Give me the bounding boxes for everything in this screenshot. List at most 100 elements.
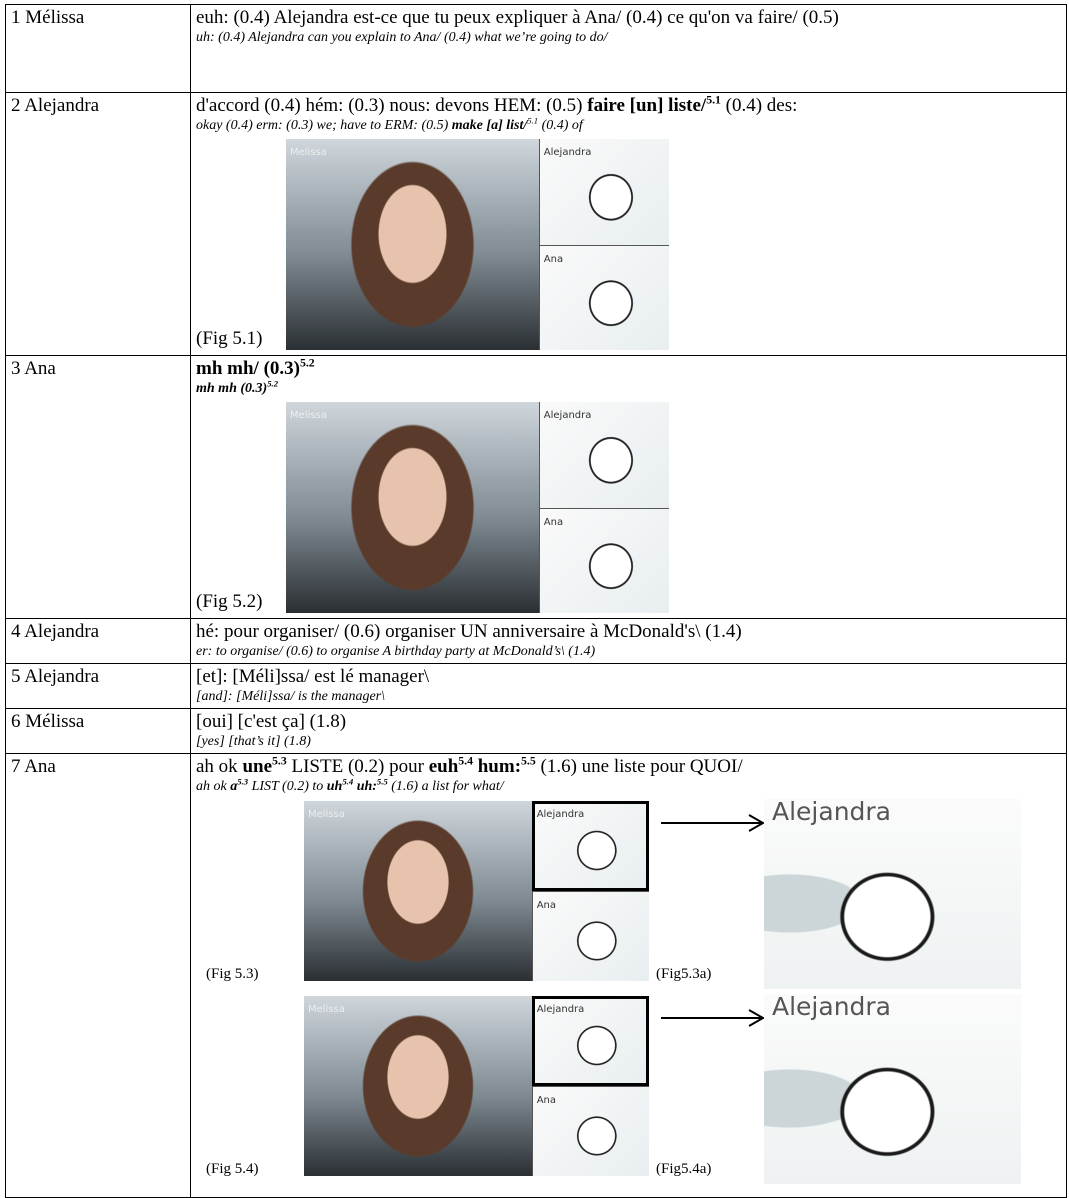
- utterance: ah ok une5.3 LISTE (0.2) pour euh5.4 hum…: [190, 753, 1067, 1198]
- screenshot: Melissa Alejandra Ana: [286, 402, 669, 613]
- pane-label: Melissa: [290, 147, 327, 158]
- utterance: [et]: [Méli]ssa/ est lé manager\ [and]: […: [190, 663, 1067, 709]
- text-segment: make [a] list/: [451, 118, 528, 133]
- text-segment: (1.6) a list for what/: [387, 779, 504, 794]
- screenshot: Melissa Alejandra Ana: [286, 139, 669, 350]
- translation-line: er: to organise/ (0.6) to organise A bir…: [196, 643, 1061, 661]
- text-segment: a: [230, 779, 238, 794]
- text-segment: (1.6) une liste pour QUOI/: [535, 756, 743, 777]
- original-line: euh: (0.4) Alejandra est-ce que tu peux …: [196, 7, 1061, 29]
- translation-line: [yes] [that’s it] (1.8): [196, 733, 1061, 751]
- zoomed-screenshot: Alejandra: [764, 994, 1021, 1184]
- screenshot: Melissa Alejandra Ana: [304, 801, 649, 981]
- text-segment: LISTE (0.2) pour: [286, 756, 429, 777]
- figure: (Fig 5.1) Melissa Alejandra Ana: [196, 135, 1061, 350]
- figure-caption: (Fig 5.1): [196, 328, 263, 349]
- pane-label: Melissa: [290, 410, 327, 421]
- text-segment: hum:: [472, 756, 522, 777]
- text-segment: uh: (0.4) Alejandra can you explain to A…: [196, 30, 608, 45]
- video-pane: Ana: [531, 1086, 649, 1176]
- text-segment: er: to organise/ (0.6) to organise A bir…: [196, 644, 596, 659]
- figure: (Fig 5.4) Melissa Alejandra Ana (Fig5.4a) Ale…: [196, 994, 1061, 1186]
- utterance: [oui] [c'est ça] (1.8) [yes] [that’s it] …: [190, 708, 1067, 754]
- superscript: 5.2: [299, 356, 315, 370]
- transcript-row: 2 Alejandra d'accord (0.4) hém: (0.3) nou…: [5, 92, 1067, 356]
- table-body: 1 Mélissa euh: (0.4) Alejandra est-ce que…: [5, 4, 1067, 1198]
- pane-label: Melissa: [308, 1004, 345, 1015]
- video-pane: Melissa: [286, 402, 539, 613]
- pane-label: Alejandra: [543, 147, 592, 158]
- transcript-row: 1 Mélissa euh: (0.4) Alejandra est-ce que…: [5, 4, 1067, 93]
- text-segment: euh: (0.4) Alejandra est-ce que tu peux …: [196, 7, 839, 28]
- utterance: mh mh/ (0.3)5.2 mh mh (0.3)5.2 (Fig 5.2) Me…: [190, 355, 1067, 619]
- figure-caption: (Fig5.3a): [656, 966, 712, 982]
- highlight-box: [531, 996, 649, 1086]
- arrow: [661, 1009, 766, 1027]
- video-pane: Ana: [538, 507, 669, 613]
- figure: (Fig 5.2) Melissa Alejandra Ana: [196, 398, 1061, 613]
- video-pane: Alejandra: [538, 402, 669, 508]
- transcript-row: 4 Alejandra hé: pour organiser/ (0.6) org…: [5, 618, 1067, 664]
- superscript: 5.5: [376, 776, 388, 787]
- utterance: hé: pour organiser/ (0.6) organiser UN a…: [190, 618, 1067, 664]
- video-pane: Ana: [538, 244, 669, 350]
- figure-caption: (Fig 5.4): [206, 1161, 259, 1177]
- text-segment: (0.4) of: [538, 118, 583, 133]
- transcript-row: 7 Ana ah ok une5.3 LISTE (0.2) pour euh5.…: [5, 753, 1067, 1198]
- superscript: 5.1: [527, 115, 539, 126]
- figure-caption: (Fig5.4a): [656, 1161, 712, 1177]
- zoom-label: Alejandra: [772, 799, 892, 826]
- speaker: 6 Mélissa: [5, 708, 191, 754]
- pane-label: Ana: [536, 900, 556, 911]
- arrow: [661, 814, 766, 832]
- translation-line: uh: (0.4) Alejandra can you explain to A…: [196, 29, 1061, 47]
- text-segment: LIST (0.2) to: [248, 779, 327, 794]
- text-segment: okay (0.4) erm: (0.3) we; have to ERM: (…: [196, 118, 452, 133]
- screenshot: Melissa Alejandra Ana: [304, 996, 649, 1176]
- text-segment: mh mh (0.3): [196, 381, 268, 396]
- superscript: 5.3: [272, 754, 287, 768]
- translation-line: okay (0.4) erm: (0.3) we; have to ERM: (…: [196, 115, 1061, 135]
- superscript: 5.2: [267, 378, 279, 389]
- pane-label: Ana: [536, 1095, 556, 1106]
- video-pane: Melissa: [304, 996, 532, 1176]
- superscript: 5.5: [521, 754, 536, 768]
- pane-label: Ana: [543, 516, 564, 528]
- transcript-row: 6 Mélissa [oui] [c'est ça] (1.8) [yes] [th…: [5, 708, 1067, 754]
- superscript: 5.1: [706, 93, 721, 107]
- superscript: 5.4: [458, 754, 473, 768]
- pane-label: Alejandra: [536, 1004, 585, 1015]
- original-line: [oui] [c'est ça] (1.8): [196, 711, 1061, 733]
- video-pane: Alejandra: [531, 801, 649, 891]
- pane-label: Alejandra: [536, 809, 585, 820]
- original-line: mh mh/ (0.3)5.2: [196, 356, 1061, 380]
- text-segment: [et]: [Méli]ssa/ est lé manager\: [196, 666, 430, 687]
- text-segment: d'accord (0.4) hém: (0.3) nous: devons H…: [196, 95, 588, 116]
- video-pane: Alejandra: [531, 996, 649, 1086]
- transcript-row: 3 Ana mh mh/ (0.3)5.2 mh mh (0.3)5.2 (Fig 5…: [5, 355, 1067, 619]
- video-pane: Melissa: [304, 801, 532, 981]
- transcript-table: 1 Mélissa euh: (0.4) Alejandra est-ce que…: [5, 4, 1067, 1198]
- transcript-row: 5 Alejandra [et]: [Méli]ssa/ est lé manag…: [5, 663, 1067, 709]
- text-segment: ah ok: [196, 779, 231, 794]
- text-segment: [oui] [c'est ça] (1.8): [196, 711, 347, 732]
- figure-caption: (Fig 5.2): [196, 591, 263, 612]
- text-segment: hé: pour organiser/ (0.6) organiser UN a…: [196, 621, 742, 642]
- original-line: d'accord (0.4) hém: (0.3) nous: devons H…: [196, 93, 1061, 117]
- superscript: 5.3: [237, 776, 249, 787]
- utterance: euh: (0.4) Alejandra est-ce que tu peux …: [190, 4, 1067, 93]
- text-segment: [yes] [that’s it] (1.8): [196, 734, 311, 749]
- video-pane: Ana: [531, 891, 649, 981]
- zoom-label: Alejandra: [772, 994, 892, 1021]
- text-segment: euh: [428, 756, 459, 777]
- text-segment: une: [242, 756, 273, 777]
- translation-line: mh mh (0.3)5.2: [196, 378, 1061, 398]
- text-segment: [and]: [Méli]ssa/ is the manager\: [196, 689, 385, 704]
- text-segment: faire [un] liste/: [587, 95, 707, 116]
- text-segment: ah ok: [196, 756, 243, 777]
- speaker: 2 Alejandra: [5, 92, 191, 356]
- text-segment: mh mh/ (0.3): [196, 358, 300, 379]
- zoomed-screenshot: Alejandra: [764, 799, 1021, 989]
- speaker: 1 Mélissa: [5, 4, 191, 93]
